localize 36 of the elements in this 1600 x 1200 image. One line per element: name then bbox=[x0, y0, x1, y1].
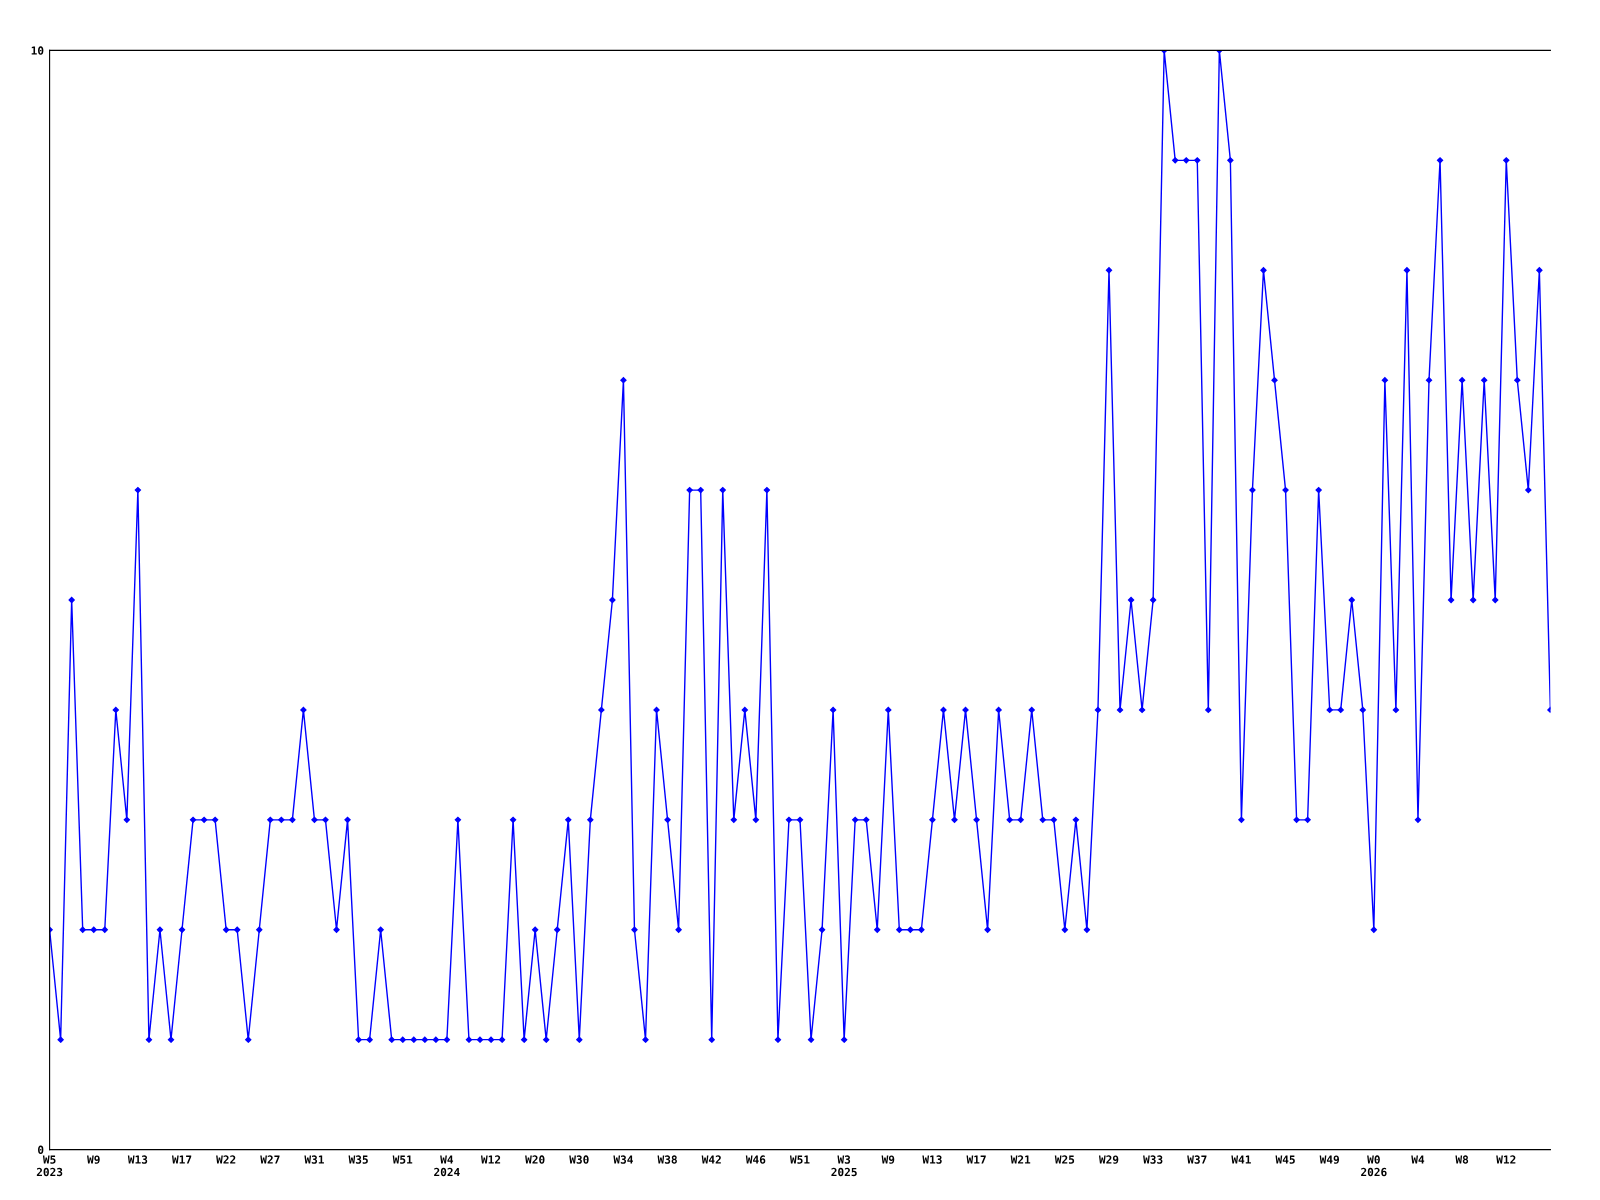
x-tick-label: W41 bbox=[1231, 1155, 1251, 1164]
x-tick-label: W8 bbox=[1455, 1155, 1469, 1164]
x-tick-label: W25 bbox=[1054, 1155, 1075, 1164]
x-tick-label: W22 bbox=[216, 1155, 236, 1164]
x-tick-label: W29 bbox=[1098, 1155, 1119, 1164]
x-tick-label: W5 2023 bbox=[36, 1155, 63, 1177]
x-tick-label: W9 bbox=[881, 1155, 895, 1164]
x-tick-label: W3 2025 bbox=[831, 1155, 857, 1177]
x-tick-label: W17 bbox=[966, 1155, 986, 1164]
x-tick-label: W49 bbox=[1319, 1155, 1340, 1164]
x-tick-label: W38 bbox=[657, 1155, 677, 1164]
x-tick-label: W13 bbox=[127, 1155, 148, 1164]
x-tick-label: W12 bbox=[480, 1155, 501, 1164]
x-tick-label: W20 bbox=[525, 1155, 545, 1164]
x-tick-label: W42 bbox=[701, 1155, 721, 1164]
x-tick-label: W27 bbox=[260, 1155, 280, 1164]
y-tick-label: 10 bbox=[31, 46, 44, 55]
x-tick-label: W34 bbox=[613, 1155, 633, 1164]
x-tick-label: W17 bbox=[171, 1155, 192, 1164]
x-tick-label: W9 bbox=[87, 1155, 100, 1164]
x-tick-label: W46 bbox=[745, 1155, 766, 1164]
x-tick-label: W4 2024 bbox=[434, 1155, 460, 1177]
x-tick-label: W45 bbox=[1275, 1155, 1295, 1164]
y-tick-label: 0 bbox=[38, 1145, 44, 1154]
x-tick-label: W12 bbox=[1496, 1155, 1516, 1164]
x-tick-label: W30 bbox=[569, 1155, 589, 1164]
x-tick-label: W31 bbox=[304, 1155, 324, 1164]
x-tick-label: W51 bbox=[392, 1155, 413, 1164]
x-tick-label: W4 bbox=[1411, 1155, 1425, 1164]
x-tick-label: W0 2026 bbox=[1361, 1155, 1387, 1177]
x-tick-label: W35 bbox=[348, 1155, 368, 1164]
x-tick-label: W51 bbox=[789, 1155, 810, 1164]
x-tick-label: W37 bbox=[1187, 1155, 1207, 1164]
x-tick-label: W13 bbox=[922, 1155, 942, 1164]
x-tick-label: W33 bbox=[1143, 1155, 1163, 1164]
x-tick-label: W21 bbox=[1010, 1155, 1031, 1164]
